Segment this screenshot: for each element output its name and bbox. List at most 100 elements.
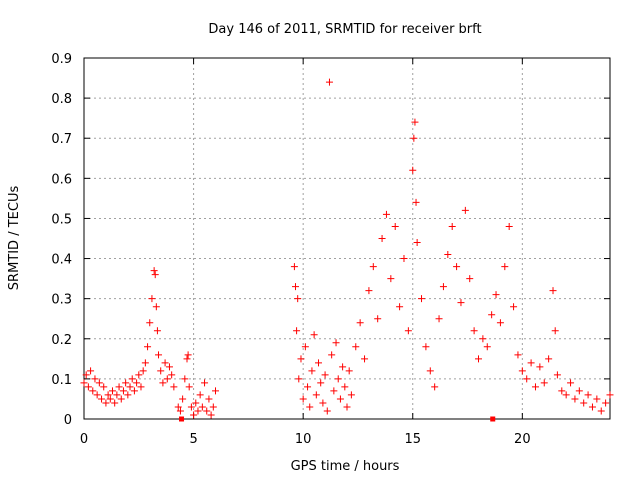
data-point xyxy=(514,351,522,359)
data-point xyxy=(87,367,95,375)
data-point xyxy=(203,407,211,415)
data-point xyxy=(174,403,182,411)
data-point-marker xyxy=(179,416,185,422)
x-tick-label: 5 xyxy=(189,432,197,447)
data-point xyxy=(205,395,213,403)
data-point xyxy=(339,363,347,371)
data-point xyxy=(290,263,298,271)
data-point xyxy=(185,383,193,391)
data-point xyxy=(593,395,601,403)
data-point xyxy=(588,403,596,411)
data-point xyxy=(98,395,106,403)
data-point xyxy=(400,255,408,263)
data-point xyxy=(602,399,610,407)
data-point xyxy=(117,395,125,403)
data-point xyxy=(153,327,161,335)
y-tick-label: 0.6 xyxy=(51,172,72,187)
data-point xyxy=(133,379,141,387)
data-point xyxy=(545,355,553,363)
data-point xyxy=(151,271,159,279)
data-point xyxy=(124,391,132,399)
y-tick-label: 0.2 xyxy=(51,333,72,348)
data-point xyxy=(89,387,97,395)
data-point xyxy=(580,399,588,407)
data-point xyxy=(152,303,160,311)
data-point xyxy=(308,367,316,375)
data-point xyxy=(426,367,434,375)
data-point xyxy=(332,339,340,347)
y-tick-label: 0.4 xyxy=(51,253,72,268)
data-point xyxy=(540,379,548,387)
data-point xyxy=(315,359,323,367)
data-point xyxy=(135,371,143,379)
data-point xyxy=(155,351,163,359)
data-point xyxy=(144,343,152,351)
data-point xyxy=(584,391,592,399)
data-point xyxy=(293,327,301,335)
data-point xyxy=(141,359,149,367)
data-point xyxy=(330,387,338,395)
data-point xyxy=(404,327,412,335)
data-point xyxy=(461,206,469,214)
data-point xyxy=(168,371,176,379)
data-point xyxy=(444,251,452,259)
data-point xyxy=(297,355,305,363)
data-point xyxy=(412,198,420,206)
data-point xyxy=(527,359,535,367)
data-point xyxy=(341,383,349,391)
data-point xyxy=(575,387,583,395)
x-tick-label: 20 xyxy=(514,432,531,447)
data-point xyxy=(523,375,531,383)
data-point xyxy=(319,399,327,407)
data-point xyxy=(567,379,575,387)
data-point xyxy=(212,387,219,395)
data-point xyxy=(157,367,165,375)
data-point xyxy=(80,379,88,387)
data-point xyxy=(102,399,110,407)
data-point xyxy=(597,407,605,415)
data-point xyxy=(187,403,195,411)
x-tick-label: 0 xyxy=(80,432,88,447)
data-point xyxy=(209,403,217,411)
data-point xyxy=(391,222,399,230)
data-point xyxy=(571,395,579,403)
data-point xyxy=(422,343,430,351)
data-point xyxy=(374,315,382,323)
data-point xyxy=(558,387,566,395)
data-point xyxy=(606,391,614,399)
data-point xyxy=(126,383,134,391)
data-point xyxy=(369,263,377,271)
plot-frame xyxy=(83,57,611,420)
data-point xyxy=(361,355,369,363)
data-point xyxy=(119,387,127,395)
data-point xyxy=(139,367,147,375)
data-point xyxy=(536,363,544,371)
x-tick-label: 15 xyxy=(404,432,421,447)
data-point xyxy=(184,351,192,359)
data-point xyxy=(352,343,360,351)
data-point xyxy=(418,295,426,303)
axis-ticks: 0 0.1 0.2 0.3 0.4 0.5 0.6 0.7 0.8 0.9 0 5 10 15 20 xyxy=(51,52,610,447)
data-point xyxy=(323,407,331,415)
data-point xyxy=(317,379,325,387)
data-point xyxy=(343,403,351,411)
data-point xyxy=(431,383,439,391)
data-point xyxy=(551,327,559,335)
data-point xyxy=(306,403,314,411)
data-point-marker xyxy=(490,416,496,422)
data-point xyxy=(163,375,171,383)
data-point xyxy=(113,391,121,399)
data-point xyxy=(411,118,419,126)
data-point xyxy=(196,391,204,399)
data-point xyxy=(334,375,342,383)
data-point xyxy=(146,319,154,327)
data-point xyxy=(104,391,112,399)
data-points xyxy=(80,78,614,422)
data-point xyxy=(198,403,206,411)
x-tick-label: 10 xyxy=(295,432,312,447)
chart-title: Day 146 of 2011, SRMTID for receiver brf… xyxy=(208,22,481,37)
data-point xyxy=(321,371,329,379)
data-point xyxy=(312,391,320,399)
data-point xyxy=(492,291,500,299)
